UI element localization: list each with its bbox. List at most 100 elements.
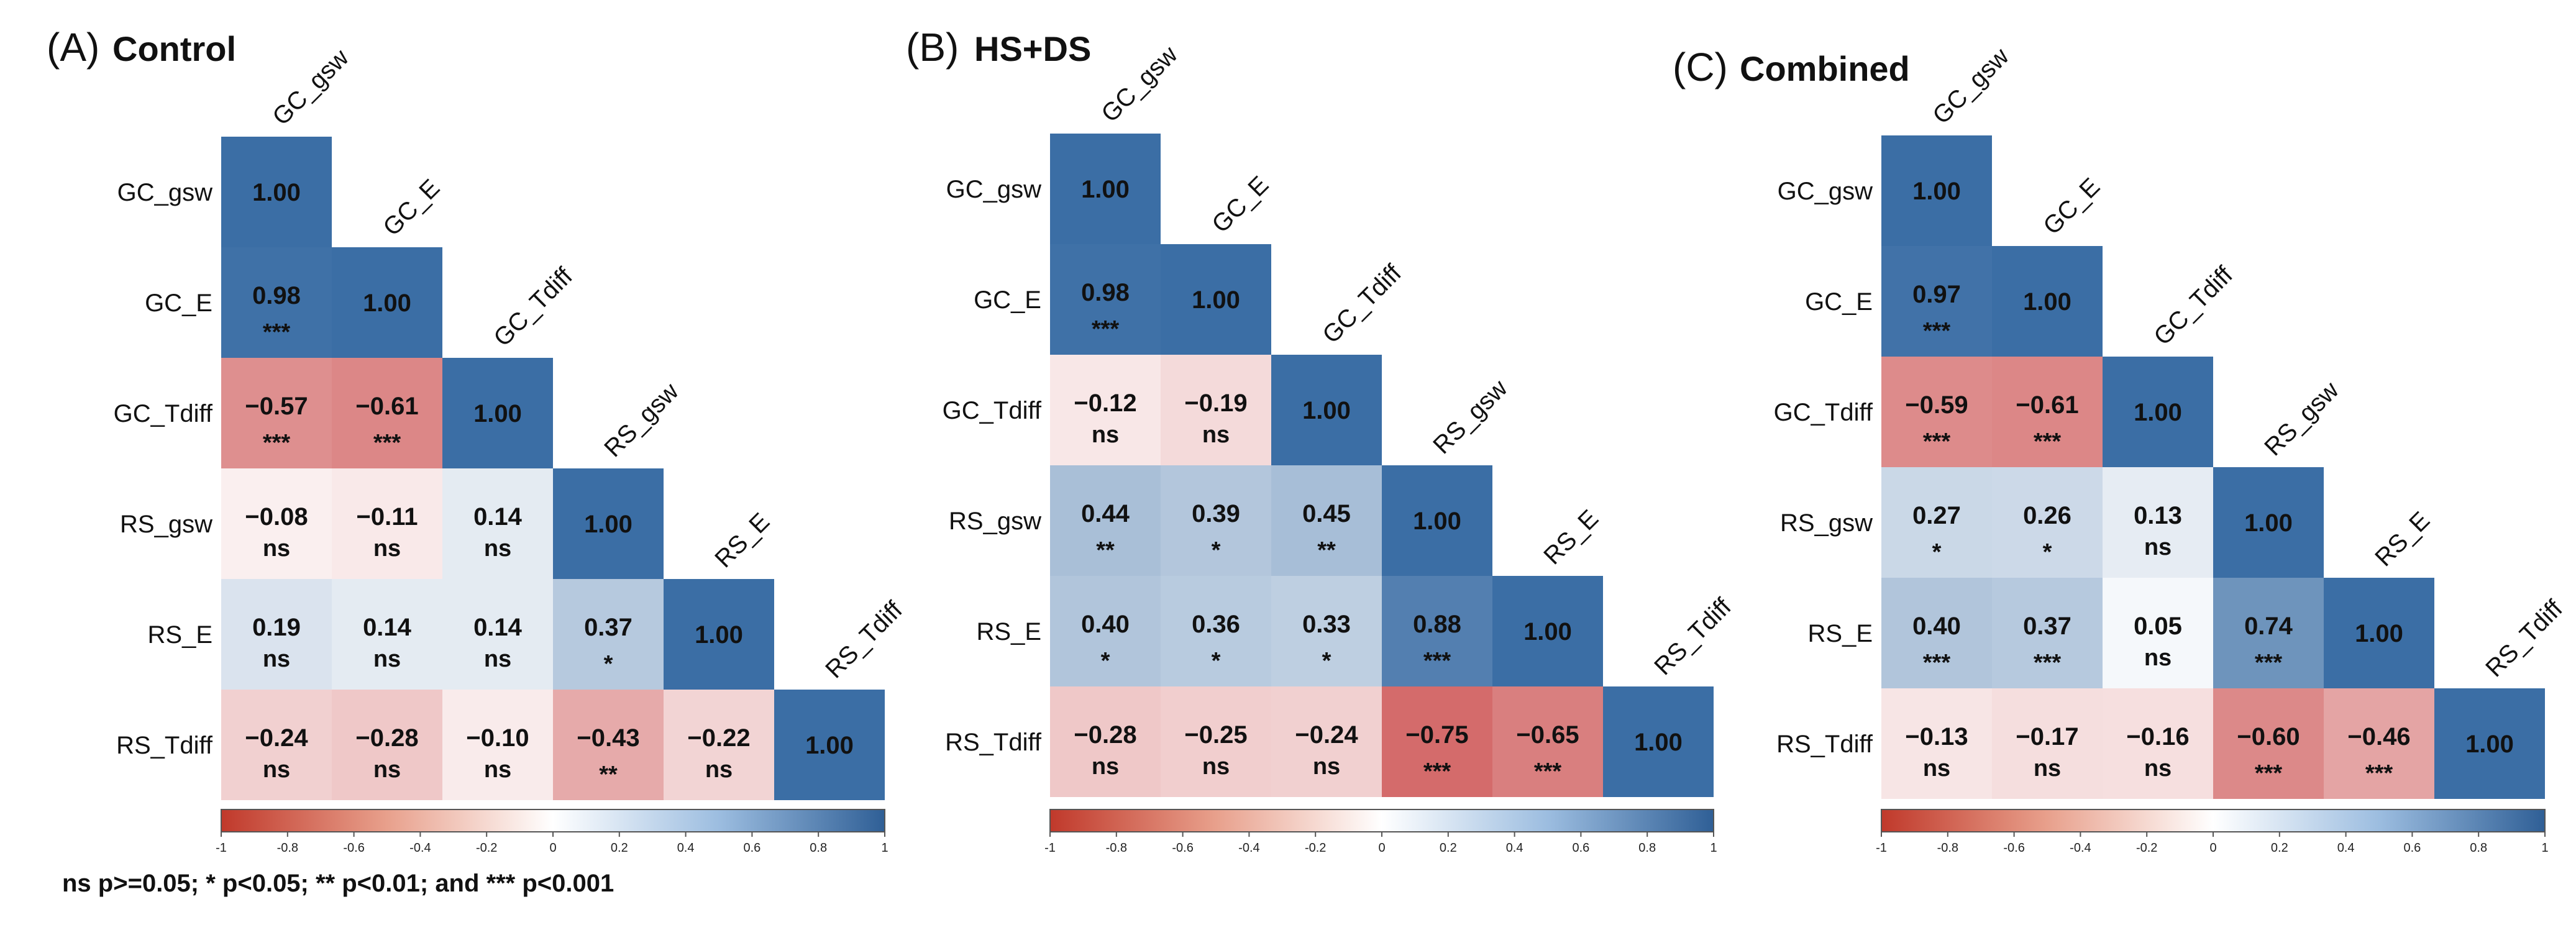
cell-value-label: 0.97 (1912, 281, 1961, 308)
cell-significance-label: ns (373, 646, 401, 672)
cell-significance-label: * (1212, 537, 1221, 563)
panel-hs-ds: (B) HS+DSGC_gswGC_EGC_TdiffRS_gswRS_ERS_T… (906, 25, 1737, 855)
column-label: RS_gsw (2259, 376, 2344, 462)
row-label: GC_E (974, 286, 1041, 314)
heatmap-cell (332, 358, 442, 468)
heatmap-cell (332, 579, 442, 690)
cell-value-label: 0.14 (473, 614, 523, 641)
colorbar-tick-label: 0.6 (2403, 841, 2421, 855)
colorbar-tick-label: 0.2 (611, 841, 628, 855)
cell-value-label: 0.44 (1081, 500, 1130, 527)
colorbar-tick-label: 0.2 (2271, 841, 2288, 855)
cell-value-label: 0.26 (2023, 502, 2071, 529)
heatmap-cell (442, 579, 553, 690)
heatmap-cell (774, 690, 885, 800)
heatmap-cell (221, 690, 332, 800)
cell-significance-label: *** (1423, 759, 1451, 785)
colorbar-tick-label: -0.4 (2070, 841, 2091, 855)
cell-value-label: −0.17 (2016, 723, 2078, 750)
cell-value-label: 1.00 (1192, 286, 1240, 314)
row-label: GC_gsw (117, 179, 212, 206)
heatmap-cell (2213, 688, 2324, 799)
colorbar-tick-label: -0.2 (2136, 841, 2157, 855)
cell-value-label: 0.39 (1192, 500, 1240, 527)
colorbar-tick-label: -0.8 (1106, 841, 1127, 855)
colorbar (1881, 809, 2546, 832)
cell-value-label: 0.19 (252, 614, 301, 641)
row-label: RS_E (148, 621, 213, 649)
colorbar-tick-label: -0.8 (1937, 841, 1958, 855)
cell-significance-label: *** (2255, 760, 2283, 786)
cell-value-label: −0.75 (1405, 721, 1468, 749)
cell-value-label: −0.59 (1905, 391, 1968, 419)
cell-value-label: 1.00 (2134, 399, 2182, 426)
cell-value-label: −0.24 (1295, 721, 1358, 749)
cell-value-label: −0.28 (355, 724, 418, 752)
column-label: GC_gsw (1927, 43, 2014, 130)
colorbar-tick-label: -0.2 (476, 841, 497, 855)
cell-significance-label: *** (2255, 650, 2283, 676)
cell-value-label: 0.74 (2244, 613, 2293, 640)
heatmap-cell (1382, 465, 1492, 576)
cell-value-label: 1.00 (584, 511, 633, 538)
cell-value-label: 0.14 (363, 614, 412, 641)
cell-significance-label: ns (373, 536, 401, 562)
colorbar (1049, 809, 1714, 832)
cell-significance-label: *** (263, 319, 291, 345)
colorbar-tick-label: -0.4 (409, 841, 431, 855)
panel-letter: (C) (1673, 45, 1728, 89)
colorbar-tick-label: -0.2 (1305, 841, 1326, 855)
cell-significance-label: * (604, 651, 613, 677)
row-label: RS_gsw (1780, 509, 1873, 537)
heatmap-cell (1603, 686, 1714, 797)
row-label: GC_E (145, 289, 212, 317)
cell-value-label: 1.00 (1523, 618, 1572, 645)
heatmap-cell (553, 468, 664, 579)
colorbar-tick-label: -1 (216, 841, 227, 855)
heatmap-cell (442, 468, 553, 579)
cell-value-label: 0.37 (584, 614, 633, 641)
heatmap-cell (1881, 688, 1992, 799)
cell-significance-label: ns (263, 536, 290, 562)
colorbar-tick-label: 1 (2541, 841, 2548, 855)
panel-title: Control (112, 29, 236, 68)
cell-value-label: 0.36 (1192, 611, 1240, 638)
heatmap-cell (553, 579, 664, 690)
column-label: GC_Tdiff (488, 262, 578, 352)
heatmap-cell (1271, 355, 1382, 465)
heatmap-cell (1050, 244, 1161, 355)
panel-combined: (C) CombinedGC_gswGC_EGC_TdiffRS_gswRS_ER… (1673, 43, 2569, 855)
cell-significance-label: *** (1923, 318, 1951, 344)
panel-title: HS+DS (974, 29, 1091, 68)
row-label: GC_Tdiff (1774, 399, 1873, 426)
cell-significance-label: ns (2144, 645, 2172, 671)
heatmap-cell (1050, 686, 1161, 797)
cell-significance-label: ns (484, 536, 511, 562)
row-label: GC_Tdiff (114, 400, 213, 427)
cell-value-label: 0.27 (1912, 502, 1961, 529)
column-label: RS_E (1538, 504, 1604, 570)
heatmap-cell (221, 468, 332, 579)
cell-value-label: 1.00 (1912, 178, 1961, 205)
heatmap-cell (1382, 686, 1492, 797)
cell-value-label: 0.33 (1302, 611, 1351, 638)
column-label: GC_gsw (1096, 41, 1183, 128)
cell-significance-label: ns (484, 757, 511, 783)
cell-value-label: 0.98 (252, 282, 301, 309)
panel-letter: (B) (906, 25, 959, 70)
cell-value-label: −0.60 (2237, 723, 2300, 750)
heatmap-cell (1050, 576, 1161, 686)
row-label: RS_Tdiff (116, 732, 213, 759)
colorbar-tick-label: 0.6 (1572, 841, 1589, 855)
colorbar-tick-label: -0.4 (1238, 841, 1259, 855)
cell-significance-label: * (1101, 648, 1110, 674)
heatmap-cell (1992, 467, 2103, 578)
colorbar-tick-label: 0 (1378, 841, 1385, 855)
significance-legend-note: ns p>=0.05; * p<0.05; ** p<0.01; and ***… (62, 870, 614, 897)
panel-letter: (A) (47, 25, 99, 70)
row-label: RS_gsw (949, 508, 1041, 535)
column-label: RS_E (710, 508, 775, 573)
cell-value-label: −0.24 (245, 724, 308, 752)
colorbar-tick-label: 0.4 (1506, 841, 1523, 855)
